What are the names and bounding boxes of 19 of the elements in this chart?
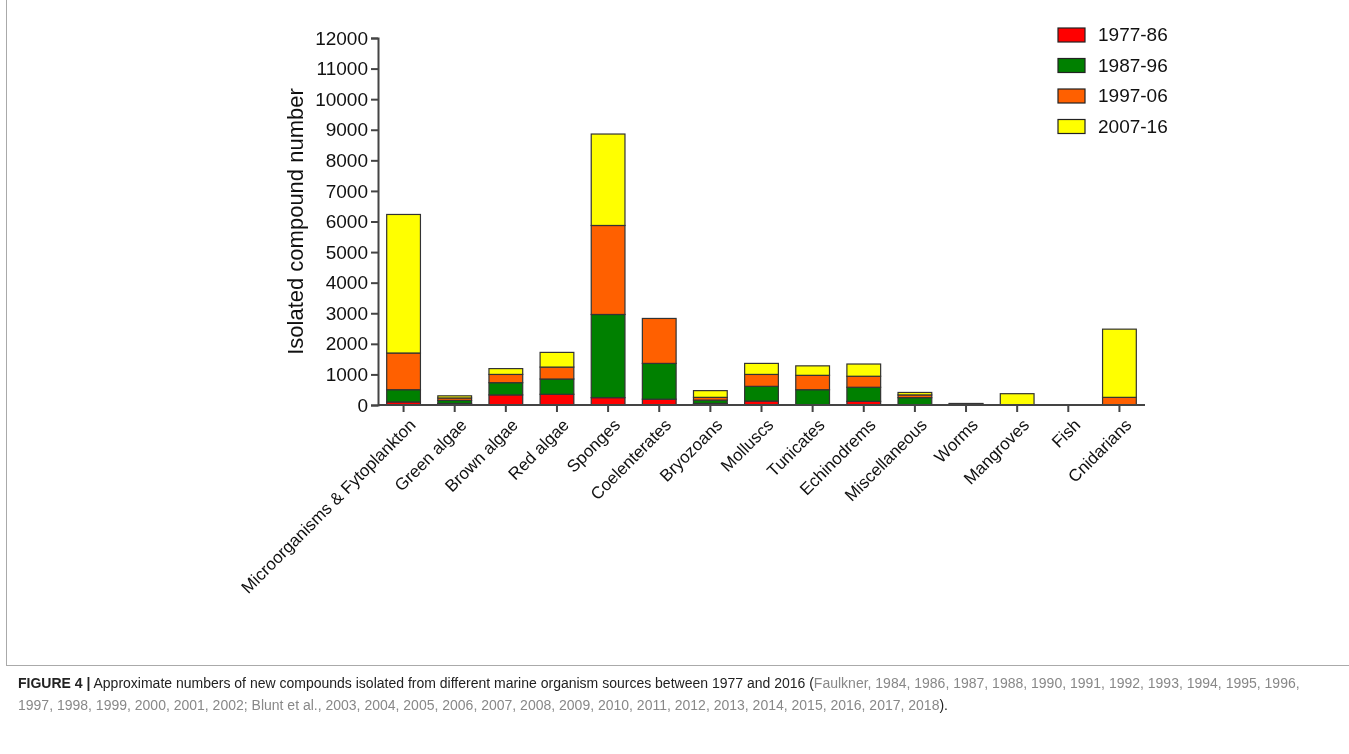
- y-tick-label: 5000: [325, 241, 368, 263]
- y-tick-label: 9000: [325, 119, 368, 141]
- y-tick-label: 4000: [325, 272, 368, 294]
- y-tick-label: 7000: [325, 180, 368, 202]
- legend-label: 1977-86: [1098, 24, 1168, 45]
- y-tick-label: 1000: [325, 364, 368, 385]
- y-tick-label: 3000: [325, 302, 368, 324]
- y-tick-label: 6000: [325, 211, 368, 233]
- caption: FIGURE 4 | Approximate numbers of new compounds isolated from different marine organism sources between 1977 and 2016 (Faulkner, 1984, 1986, 1987, 1988, 1990, 1991, 1992, 1993, 1994, 1995, 1996, 1997, 1998, 1999, 2000, 2001, 2002; Blunt et al., 2003, 2004, 2005, 2006, 2007, 2008, 2009, 2010, 2011, 2012, 2013, 2014, 2015, 2016, 2017, 2018).: [18, 675, 1300, 713]
- y-tick-label: 8000: [325, 149, 368, 171]
- legend-label: 1987-96: [1098, 54, 1168, 76]
- y-tick-label: 12000: [315, 27, 368, 49]
- y-tick-label: 2000: [325, 333, 368, 355]
- y-tick-label: 10000: [315, 88, 368, 110]
- y-tick-label: 0: [357, 394, 368, 416]
- y-axis-title: Isolated compound number: [283, 88, 308, 355]
- legend-label: 1997-06: [1098, 85, 1168, 106]
- legend-label: 2007-16: [1098, 115, 1168, 137]
- y-tick-label: 11000: [316, 58, 368, 80]
